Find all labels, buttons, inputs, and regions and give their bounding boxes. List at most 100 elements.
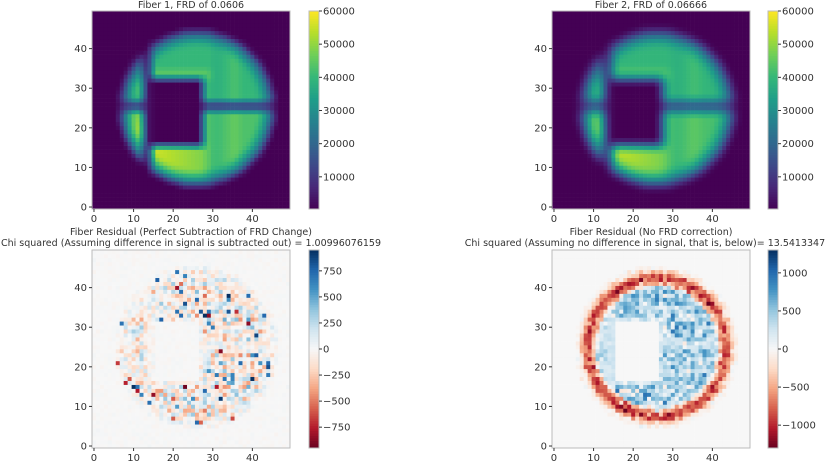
heatmap-cell — [136, 165, 140, 169]
heatmap-cell — [600, 86, 604, 90]
heatmap-cell — [671, 154, 675, 158]
heatmap-cell — [167, 90, 171, 94]
heatmap-cell — [203, 62, 207, 66]
heatmap-cell — [714, 169, 718, 173]
heatmap-cell — [92, 122, 96, 126]
heatmap-cell — [100, 193, 104, 197]
heatmap-cell — [92, 201, 96, 205]
heatmap-cell — [655, 118, 659, 122]
heatmap-cell — [671, 161, 675, 165]
heatmap-cell — [147, 134, 151, 138]
heatmap-cell — [560, 169, 564, 173]
heatmap-cell — [246, 122, 250, 126]
heatmap-cell — [607, 118, 611, 122]
heatmap-cell — [175, 23, 179, 27]
heatmap-cell — [239, 94, 243, 98]
heatmap-cell — [627, 114, 631, 118]
heatmap-cell — [219, 55, 223, 59]
heatmap-cell — [246, 19, 250, 23]
heatmap-cell — [679, 94, 683, 98]
heatmap-cell — [714, 146, 718, 150]
heatmap-cell — [560, 197, 564, 201]
heatmap-cell — [140, 142, 144, 146]
heatmap-cell — [195, 66, 199, 70]
heatmap-cell — [639, 142, 643, 146]
heatmap-cell — [714, 134, 718, 138]
heatmap-cell — [742, 82, 746, 86]
colorbar-segment — [309, 93, 319, 96]
heatmap-cell — [163, 78, 167, 82]
heatmap-cell — [600, 126, 604, 130]
heatmap-cell — [207, 78, 211, 82]
heatmap-cell — [179, 189, 183, 193]
heatmap-cell — [151, 165, 155, 169]
heatmap-cell — [136, 47, 140, 51]
heatmap-cell — [116, 90, 120, 94]
heatmap-cell — [203, 165, 207, 169]
heatmap-cell — [651, 181, 655, 185]
heatmap-cell — [619, 130, 623, 134]
heatmap-cell — [258, 35, 262, 39]
heatmap-cell — [623, 197, 627, 201]
heatmap-cell — [643, 19, 647, 23]
colorbar-segment — [309, 16, 319, 19]
heatmap-cell — [603, 27, 607, 31]
heatmap-cell — [592, 82, 596, 86]
heatmap-cell — [675, 94, 679, 98]
heatmap-cell — [580, 201, 584, 205]
heatmap-cell — [219, 82, 223, 86]
heatmap-cell — [568, 39, 572, 43]
heatmap-cell — [572, 181, 576, 185]
heatmap-cell — [199, 31, 203, 35]
heatmap-cell — [254, 110, 258, 114]
heatmap-cell — [195, 173, 199, 177]
heatmap-cell — [128, 74, 132, 78]
heatmap-cell — [556, 39, 560, 43]
heatmap-cell — [254, 161, 258, 165]
heatmap-cell — [568, 122, 572, 126]
heatmap-cell — [560, 39, 564, 43]
heatmap-cell — [223, 169, 227, 173]
heatmap-cell — [266, 47, 270, 51]
heatmap-cell — [262, 19, 266, 23]
heatmap-cell — [104, 74, 108, 78]
heatmap-cell — [687, 78, 691, 82]
heatmap-cell — [679, 169, 683, 173]
heatmap-cell — [655, 43, 659, 47]
heatmap-cell — [659, 62, 663, 66]
heatmap-cell — [171, 82, 175, 86]
heatmap-cell — [659, 173, 663, 177]
heatmap-cell — [691, 193, 695, 197]
heatmap-cell — [588, 27, 592, 31]
heatmap-cell — [568, 193, 572, 197]
heatmap-cell — [611, 47, 615, 51]
heatmap-cell — [600, 122, 604, 126]
heatmap-cell — [742, 98, 746, 102]
heatmap-cell — [600, 154, 604, 158]
heatmap-cell — [726, 94, 730, 98]
heatmap-cell — [266, 86, 270, 90]
heatmap-cell — [203, 130, 207, 134]
heatmap-cell — [706, 47, 710, 51]
heatmap-cell — [223, 161, 227, 165]
heatmap-cell — [627, 106, 631, 110]
heatmap-cell — [258, 197, 262, 201]
heatmap-cell — [199, 70, 203, 74]
heatmap-cell — [282, 134, 286, 138]
heatmap-cell — [552, 82, 556, 86]
heatmap-cell — [120, 193, 124, 197]
heatmap-cell — [572, 158, 576, 162]
heatmap-cell — [611, 106, 615, 110]
heatmap-cell — [195, 197, 199, 201]
heatmap-cell — [671, 23, 675, 27]
heatmap-cell — [627, 189, 631, 193]
heatmap-cell — [270, 154, 274, 158]
heatmap-cell — [116, 62, 120, 66]
heatmap-cell — [239, 110, 243, 114]
heatmap-cell — [667, 118, 671, 122]
heatmap-cell — [592, 47, 596, 51]
heatmap-cell — [124, 126, 128, 130]
heatmap-cell — [100, 169, 104, 173]
heatmap-cell — [651, 55, 655, 59]
heatmap-cell — [250, 177, 254, 181]
